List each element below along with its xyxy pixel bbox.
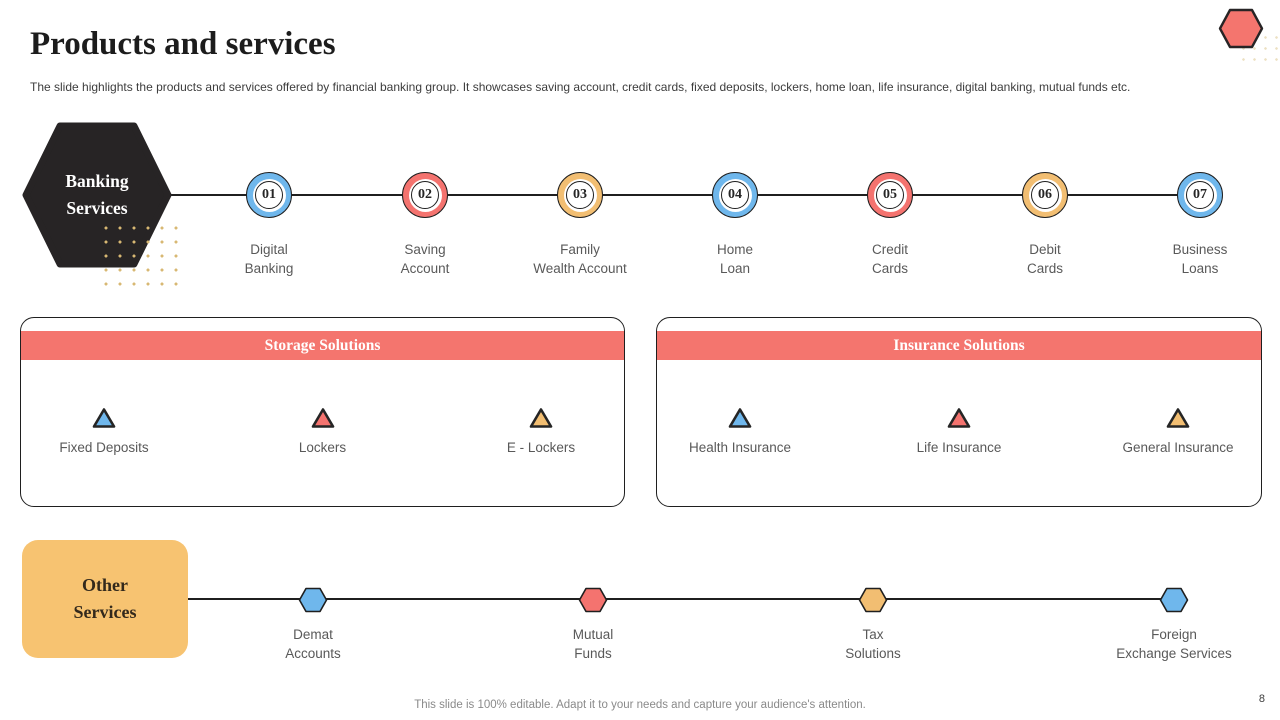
other-service-label: Mutual Funds: [572, 627, 614, 662]
timeline-step: 03 Family Wealth Account: [500, 172, 660, 278]
step-number-badge: 05: [867, 172, 913, 218]
hexagon-icon: [1159, 587, 1189, 613]
solution-item-label: E - Lockers: [506, 440, 576, 455]
step-number: 06: [1031, 181, 1059, 209]
other-service-step: Tax Solutions: [783, 587, 963, 663]
step-label: Digital Banking: [244, 242, 294, 277]
solution-item: Life Insurance: [884, 406, 1034, 455]
solution-item: Lockers: [248, 406, 398, 455]
hexagon-icon: [858, 587, 888, 613]
step-number: 03: [566, 181, 594, 209]
solution-item-label: General Insurance: [1122, 440, 1234, 455]
other-service-step: Mutual Funds: [503, 587, 683, 663]
dot-grid-decoration: [99, 221, 183, 289]
step-number-badge: 01: [246, 172, 292, 218]
triangle-icon: [529, 408, 553, 428]
step-number: 01: [255, 181, 283, 209]
banking-title-line: Banking: [65, 170, 129, 191]
other-service-label: Tax Solutions: [845, 627, 901, 662]
step-label: Business Loans: [1172, 242, 1228, 277]
triangle-icon: [947, 408, 971, 428]
triangle-icon: [1166, 408, 1190, 428]
triangle-icon: [728, 408, 752, 428]
hexagon-icon: [1218, 8, 1264, 49]
step-label: Family Wealth Account: [533, 242, 627, 277]
step-number-badge: 04: [712, 172, 758, 218]
storage-solutions-header: Storage Solutions: [21, 331, 624, 360]
banking-timeline-line: [170, 194, 1200, 196]
step-number: 02: [411, 181, 439, 209]
step-label: Credit Cards: [871, 242, 908, 277]
solution-item-label: Health Insurance: [688, 440, 792, 455]
insurance-solutions-header: Insurance Solutions: [657, 331, 1261, 360]
solution-item-label: Lockers: [298, 440, 347, 455]
step-number: 07: [1186, 181, 1214, 209]
solution-item: Fixed Deposits: [29, 406, 179, 455]
step-number-badge: 03: [557, 172, 603, 218]
other-service-label: Foreign Exchange Services: [1116, 627, 1232, 662]
hexagon-icon: [578, 587, 608, 613]
other-title-line: Other: [82, 575, 128, 595]
timeline-step: 02 Saving Account: [345, 172, 505, 278]
triangle-icon: [92, 408, 116, 428]
step-number-badge: 07: [1177, 172, 1223, 218]
timeline-step: 01 Digital Banking: [189, 172, 349, 278]
step-label: Saving Account: [400, 242, 450, 277]
timeline-step: 07 Business Loans: [1120, 172, 1280, 278]
timeline-step: 06 Debit Cards: [965, 172, 1125, 278]
step-number-badge: 02: [402, 172, 448, 218]
solution-item: Health Insurance: [665, 406, 815, 455]
other-services-title-box: Other Services: [22, 540, 188, 658]
triangle-icon: [311, 408, 334, 428]
page-number: 8: [1258, 693, 1265, 705]
storage-solutions-box: Storage Solutions Fixed Deposits Lockers…: [20, 317, 625, 507]
solution-item: E - Lockers: [466, 406, 616, 455]
footer-note: This slide is 100% editable. Adapt it to…: [414, 699, 866, 711]
step-number: 05: [876, 181, 904, 209]
step-label: Home Loan: [716, 242, 753, 277]
timeline-step: 05 Credit Cards: [810, 172, 970, 278]
banking-services-title: Banking Services: [22, 122, 172, 268]
slide-subtitle: The slide highlights the products and se…: [30, 80, 1131, 94]
hexagon-icon: [298, 587, 328, 613]
timeline-step: 04 Home Loan: [655, 172, 815, 278]
solution-item: General Insurance: [1103, 406, 1253, 455]
solution-item-label: Life Insurance: [916, 440, 1002, 455]
solution-item-label: Fixed Deposits: [59, 440, 149, 455]
other-service-label: Demat Accounts: [285, 627, 341, 662]
step-number-badge: 06: [1022, 172, 1068, 218]
other-service-step: Foreign Exchange Services: [1084, 587, 1264, 663]
insurance-solutions-box: Insurance Solutions Health Insurance Lif…: [656, 317, 1262, 507]
other-services-timeline-line: [187, 598, 1175, 600]
page-title: Products and services: [30, 26, 336, 62]
step-number: 04: [721, 181, 749, 209]
other-title-line: Services: [73, 602, 137, 622]
other-service-step: Demat Accounts: [223, 587, 403, 663]
step-label: Debit Cards: [1026, 242, 1063, 277]
banking-title-line: Services: [66, 198, 128, 218]
